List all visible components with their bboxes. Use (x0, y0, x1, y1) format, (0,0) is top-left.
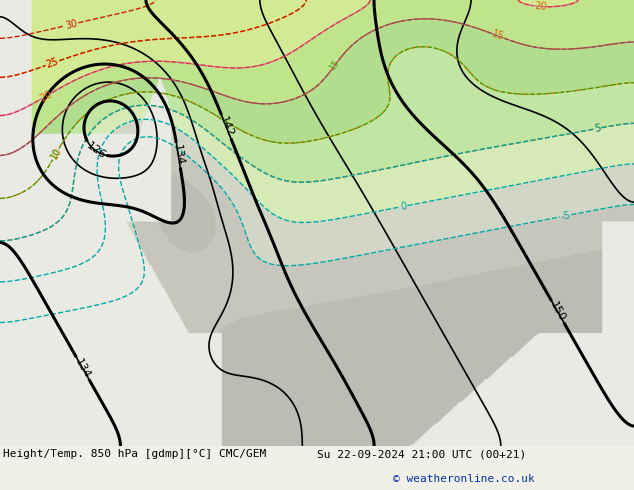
Text: © weatheronline.co.uk: © weatheronline.co.uk (393, 474, 535, 484)
Text: 0: 0 (399, 201, 408, 212)
Text: 5: 5 (593, 123, 602, 134)
Text: 134: 134 (172, 144, 185, 166)
Text: 10: 10 (49, 147, 62, 161)
Text: 10: 10 (49, 146, 63, 161)
Text: -5: -5 (560, 210, 571, 221)
Text: 30: 30 (65, 18, 79, 30)
Text: 134: 134 (73, 357, 92, 380)
Text: 15: 15 (328, 59, 341, 73)
Text: 142: 142 (217, 115, 235, 139)
Text: 5: 5 (593, 123, 602, 134)
Text: 150: 150 (548, 300, 567, 323)
Text: 126: 126 (84, 141, 107, 161)
Text: Height/Temp. 850 hPa [gdmp][°C] CMC/GEM: Height/Temp. 850 hPa [gdmp][°C] CMC/GEM (3, 449, 266, 459)
Text: 20: 20 (534, 1, 547, 12)
Text: 20: 20 (38, 89, 54, 103)
Text: Su 22-09-2024 21:00 UTC (00+21): Su 22-09-2024 21:00 UTC (00+21) (317, 449, 526, 459)
Text: 15: 15 (490, 29, 505, 43)
Text: 25: 25 (45, 56, 60, 70)
Text: 25: 25 (45, 56, 60, 70)
